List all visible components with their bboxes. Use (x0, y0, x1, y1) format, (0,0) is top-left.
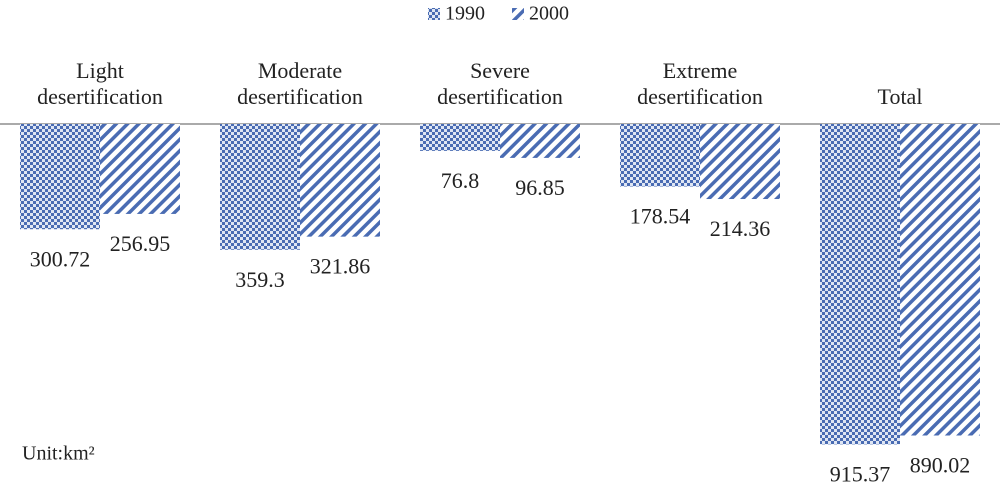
legend-swatch (512, 8, 524, 20)
legend-swatch (428, 8, 440, 20)
category-label: Light desertification (0, 54, 200, 110)
bar (100, 124, 180, 214)
bar (220, 124, 300, 250)
data-label: 890.02 (910, 453, 971, 478)
bar (620, 124, 700, 187)
bar (900, 124, 980, 436)
bar (300, 124, 380, 237)
bar (700, 124, 780, 200)
category-text: Extreme desertification (637, 58, 763, 109)
data-label: 178.54 (630, 204, 691, 229)
bar (500, 124, 580, 158)
data-label: 321.86 (310, 254, 371, 279)
data-label: 359.3 (235, 267, 285, 292)
bar (420, 124, 500, 151)
data-label: 76.8 (441, 168, 480, 193)
category-label: Moderate desertification (200, 54, 400, 110)
unit-annotation: Unit:km² (22, 443, 95, 465)
data-label: 256.95 (110, 231, 171, 256)
legend-label: 2000 (529, 3, 569, 25)
category-label: Extreme desertification (600, 54, 800, 110)
data-label: 214.36 (710, 216, 771, 241)
bar (20, 124, 100, 230)
legend-label: 1990 (445, 3, 485, 25)
bar (820, 124, 900, 445)
category-label: Total (800, 54, 1000, 110)
category-text: Total (877, 84, 923, 109)
data-label: 96.85 (515, 175, 565, 200)
category-text: Moderate desertification (237, 58, 363, 109)
category-label: Severe desertification (400, 54, 600, 110)
data-label: 915.37 (830, 461, 891, 486)
category-text: Light desertification (37, 58, 163, 109)
category-text: Severe desertification (437, 58, 563, 109)
data-label: 300.72 (30, 246, 91, 271)
